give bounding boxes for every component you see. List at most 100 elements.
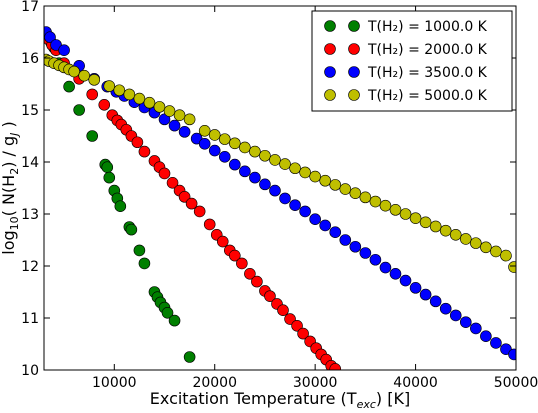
data-point bbox=[229, 137, 241, 150]
data-point bbox=[289, 162, 301, 175]
y-tick-label: 10 bbox=[21, 363, 39, 379]
data-point bbox=[193, 205, 206, 218]
data-point bbox=[429, 220, 442, 233]
data-point bbox=[239, 141, 251, 154]
data-point bbox=[168, 314, 181, 327]
data-point bbox=[480, 241, 492, 254]
data-point bbox=[449, 309, 462, 322]
data-point bbox=[158, 167, 171, 180]
data-point bbox=[284, 313, 296, 325]
plot-frame bbox=[43, 5, 517, 371]
data-point bbox=[113, 84, 126, 97]
legend-item: T(H₂) = 2000.0 K bbox=[324, 42, 488, 58]
data-point bbox=[508, 348, 516, 361]
data-point bbox=[319, 219, 331, 232]
legend-label: T(H₂) = 5000.0 K bbox=[367, 88, 488, 104]
data-point bbox=[229, 158, 241, 171]
data-point bbox=[508, 261, 516, 273]
data-point bbox=[259, 149, 271, 162]
data-point bbox=[289, 199, 301, 211]
data-point bbox=[218, 151, 231, 163]
legend-marker bbox=[324, 66, 336, 78]
data-point bbox=[138, 145, 151, 158]
data-point bbox=[101, 161, 114, 173]
data-point bbox=[163, 105, 176, 117]
data-point bbox=[125, 223, 138, 236]
data-point bbox=[379, 261, 392, 274]
data-point bbox=[143, 96, 156, 109]
data-point bbox=[173, 109, 186, 121]
data-point bbox=[329, 179, 342, 191]
data-point bbox=[279, 158, 291, 170]
data-point bbox=[291, 319, 303, 332]
data-point bbox=[269, 184, 281, 197]
data-point bbox=[480, 330, 492, 343]
x-axis-label: Excitation Temperature (Texc) [K] bbox=[150, 389, 410, 411]
data-point bbox=[297, 327, 309, 340]
data-point bbox=[379, 199, 392, 212]
data-point bbox=[329, 363, 342, 370]
data-point bbox=[259, 178, 271, 191]
data-point bbox=[185, 197, 198, 210]
data-point bbox=[138, 257, 151, 270]
data-point bbox=[88, 74, 101, 86]
data-point bbox=[309, 170, 321, 183]
data-point bbox=[73, 104, 85, 116]
data-point bbox=[470, 237, 482, 249]
data-point bbox=[153, 101, 166, 113]
data-point bbox=[409, 212, 422, 224]
data-point bbox=[63, 80, 75, 93]
data-point bbox=[98, 99, 111, 111]
data-point bbox=[269, 154, 281, 166]
data-point bbox=[419, 288, 432, 301]
legend-marker bbox=[324, 20, 336, 32]
data-point bbox=[339, 183, 352, 195]
data-point bbox=[264, 290, 276, 302]
data-point bbox=[236, 257, 248, 270]
data-point bbox=[68, 65, 80, 78]
data-point bbox=[208, 129, 221, 141]
data-point bbox=[500, 249, 512, 262]
legend-marker bbox=[348, 66, 360, 78]
y-axis-ticks: 10 11 12 13 14 15 16 17 bbox=[21, 0, 516, 379]
data-point bbox=[419, 216, 432, 229]
data-point bbox=[123, 88, 136, 101]
data-point bbox=[178, 126, 191, 138]
legend: T(H₂) = 1000.0 K T(H₂) = 2000.0 K T(H₂) = … bbox=[311, 10, 513, 112]
data-point bbox=[299, 166, 311, 179]
data-point bbox=[183, 351, 196, 363]
data-point bbox=[103, 171, 116, 184]
data-point bbox=[279, 192, 291, 205]
data-point bbox=[133, 244, 146, 257]
data-point bbox=[58, 44, 70, 57]
data-point bbox=[178, 191, 191, 203]
y-tick-label: 17 bbox=[21, 0, 39, 15]
data-point bbox=[359, 247, 372, 259]
data-point bbox=[44, 31, 56, 44]
data-point bbox=[339, 234, 352, 246]
data-point bbox=[244, 267, 256, 280]
data-point bbox=[216, 235, 229, 248]
data-point bbox=[86, 88, 99, 101]
data-point bbox=[249, 145, 261, 158]
data-point bbox=[198, 138, 211, 150]
data-point bbox=[249, 171, 261, 184]
data-point bbox=[490, 337, 502, 349]
legend-marker bbox=[348, 20, 360, 32]
data-point bbox=[490, 245, 502, 258]
x-axis-label-subscript: exc bbox=[357, 398, 376, 411]
x-tick-label: 40000 bbox=[393, 375, 438, 391]
y-tick-label: 14 bbox=[21, 155, 39, 171]
data-point bbox=[229, 249, 241, 262]
data-point bbox=[218, 133, 231, 145]
data-point bbox=[459, 233, 472, 245]
y-tick-label: 13 bbox=[21, 207, 39, 223]
legend-box bbox=[311, 10, 513, 112]
data-point bbox=[409, 282, 422, 294]
data-point bbox=[369, 195, 382, 208]
data-point bbox=[369, 253, 382, 266]
data-point bbox=[389, 204, 402, 216]
data-point bbox=[359, 191, 372, 204]
x-tick-label: 50000 bbox=[494, 375, 538, 391]
